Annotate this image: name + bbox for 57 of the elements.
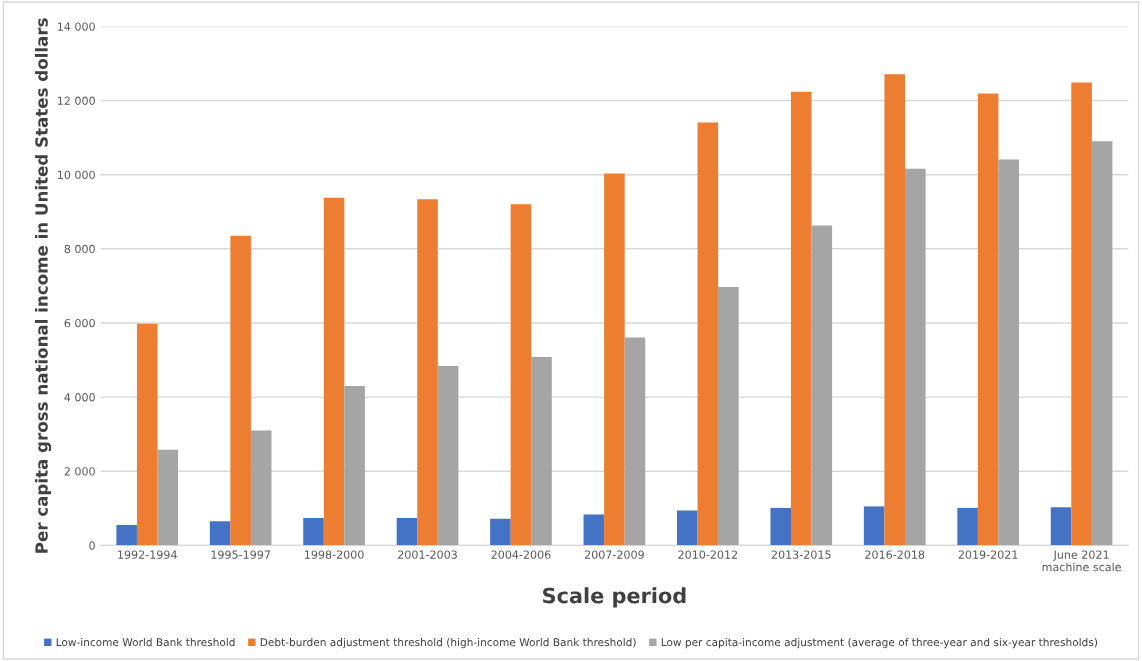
bar bbox=[417, 199, 438, 546]
bar bbox=[583, 514, 605, 546]
y-tick-label: 4 000 bbox=[64, 393, 95, 402]
bar bbox=[344, 385, 365, 546]
bar bbox=[904, 168, 926, 546]
bar bbox=[116, 524, 137, 546]
bar bbox=[884, 74, 905, 546]
y-tick-label: 8 000 bbox=[64, 244, 95, 254]
bar bbox=[957, 507, 978, 546]
bar bbox=[998, 159, 1019, 546]
bar bbox=[790, 91, 812, 546]
bar bbox=[323, 197, 345, 546]
bar bbox=[811, 225, 833, 546]
x-tick-label: 2013-2015 bbox=[771, 550, 831, 559]
y-tick-label: 12 000 bbox=[57, 96, 95, 105]
bar bbox=[303, 517, 324, 546]
x-tick-label: 2019-2021 bbox=[958, 550, 1018, 559]
bar bbox=[604, 173, 625, 546]
bar bbox=[1050, 507, 1072, 546]
y-tick-label: 2 000 bbox=[64, 467, 95, 476]
bar bbox=[136, 323, 158, 546]
bar bbox=[697, 122, 719, 546]
x-tick-label: 2010-2012 bbox=[678, 550, 737, 559]
bar bbox=[718, 286, 739, 546]
y-tick-label: 10 000 bbox=[57, 170, 95, 180]
bar bbox=[531, 357, 552, 546]
bar bbox=[230, 235, 251, 546]
bar bbox=[624, 337, 646, 546]
bar bbox=[863, 506, 885, 546]
bar bbox=[396, 517, 418, 546]
y-axis-title: Per capita gross national income in United States dollars bbox=[34, 18, 52, 553]
x-tick-label: 2004-2006 bbox=[491, 550, 551, 559]
x-tick-label: 2007-2009 bbox=[584, 550, 644, 559]
bar bbox=[677, 510, 698, 546]
legend-label: Low-income World Bank threshold bbox=[56, 637, 235, 647]
legend-label: Debt-burden adjustment threshold (high-income World Bank threshold) bbox=[260, 637, 636, 649]
y-tick-label: 6 000 bbox=[64, 318, 95, 328]
bar bbox=[770, 507, 791, 546]
y-tick-label: 14 000 bbox=[57, 22, 95, 31]
bar bbox=[157, 449, 179, 546]
y-tick-label: 0 bbox=[89, 541, 95, 550]
bar bbox=[977, 93, 999, 546]
bar bbox=[209, 521, 231, 546]
bar bbox=[1091, 141, 1113, 546]
bar bbox=[490, 518, 511, 546]
x-tick-label: 1998-2000 bbox=[305, 550, 364, 559]
x-tick-label: 2016-2018 bbox=[865, 550, 925, 559]
bar bbox=[250, 430, 272, 546]
x-tick-label: June 2021 machine scale bbox=[1042, 550, 1121, 572]
legend-label: Low per capita-income adjustment (average of three-year and six-year thresholds) bbox=[661, 637, 1098, 649]
bar bbox=[510, 204, 532, 546]
x-tick-label: 1995-1997 bbox=[211, 550, 270, 559]
x-axis-title: Scale period bbox=[543, 587, 686, 608]
x-tick-label: 2001-2003 bbox=[398, 550, 457, 559]
bar bbox=[1071, 82, 1092, 546]
x-tick-label: 1992-1994 bbox=[118, 550, 177, 559]
bar bbox=[437, 365, 459, 546]
